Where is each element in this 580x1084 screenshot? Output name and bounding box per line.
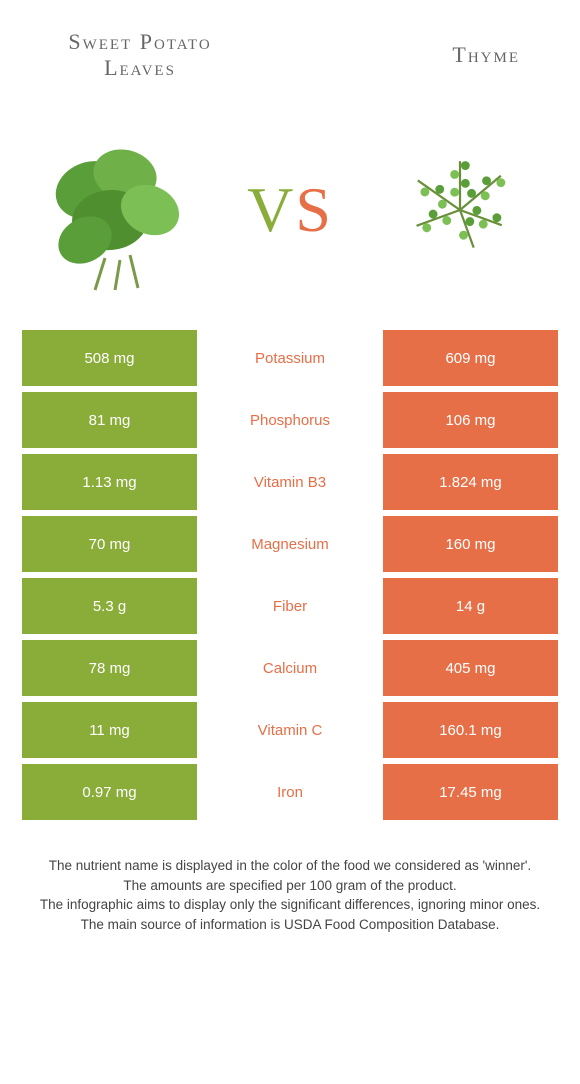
nutrient-label: Potassium: [197, 330, 383, 386]
vs-label: VS: [247, 173, 333, 247]
footer-line-4: The main source of information is USDA F…: [20, 915, 560, 935]
value-left: 0.97 mg: [22, 764, 197, 820]
value-right: 160.1 mg: [383, 702, 558, 758]
nutrient-label: Phosphorus: [197, 392, 383, 448]
table-row: 81 mgPhosphorus106 mg: [22, 392, 558, 448]
value-left: 5.3 g: [22, 578, 197, 634]
table-row: 70 mgMagnesium160 mg: [22, 516, 558, 572]
title-left: Sweet Potato Leaves: [40, 29, 240, 82]
nutrient-label: Iron: [197, 764, 383, 820]
hero-row: VS: [0, 100, 580, 330]
nutrient-label: Fiber: [197, 578, 383, 634]
value-right: 106 mg: [383, 392, 558, 448]
image-left: [30, 120, 210, 300]
table-row: 11 mgVitamin C160.1 mg: [22, 702, 558, 758]
image-right: [370, 120, 550, 300]
table-row: 1.13 mgVitamin B31.824 mg: [22, 454, 558, 510]
table-row: 78 mgCalcium405 mg: [22, 640, 558, 696]
vs-v: V: [247, 174, 295, 245]
value-left: 508 mg: [22, 330, 197, 386]
value-left: 81 mg: [22, 392, 197, 448]
value-left: 70 mg: [22, 516, 197, 572]
footer-line-3: The infographic aims to display only the…: [20, 895, 560, 915]
footer-line-2: The amounts are specified per 100 gram o…: [20, 876, 560, 896]
value-left: 1.13 mg: [22, 454, 197, 510]
value-right: 17.45 mg: [383, 764, 558, 820]
nutrient-label: Calcium: [197, 640, 383, 696]
value-right: 405 mg: [383, 640, 558, 696]
value-right: 160 mg: [383, 516, 558, 572]
vs-s: S: [295, 174, 333, 245]
nutrient-label: Vitamin C: [197, 702, 383, 758]
footer-line-1: The nutrient name is displayed in the co…: [20, 856, 560, 876]
value-right: 1.824 mg: [383, 454, 558, 510]
nutrient-label: Magnesium: [197, 516, 383, 572]
value-right: 609 mg: [383, 330, 558, 386]
footer-notes: The nutrient name is displayed in the co…: [0, 826, 580, 934]
nutrient-label: Vitamin B3: [197, 454, 383, 510]
title-right: Thyme: [340, 42, 540, 68]
value-left: 78 mg: [22, 640, 197, 696]
table-row: 5.3 gFiber14 g: [22, 578, 558, 634]
table-row: 508 mgPotassium609 mg: [22, 330, 558, 386]
header: Sweet Potato Leaves Thyme: [0, 0, 580, 100]
value-right: 14 g: [383, 578, 558, 634]
value-left: 11 mg: [22, 702, 197, 758]
table-row: 0.97 mgIron17.45 mg: [22, 764, 558, 820]
comparison-table: 508 mgPotassium609 mg 81 mgPhosphorus106 …: [0, 330, 580, 820]
